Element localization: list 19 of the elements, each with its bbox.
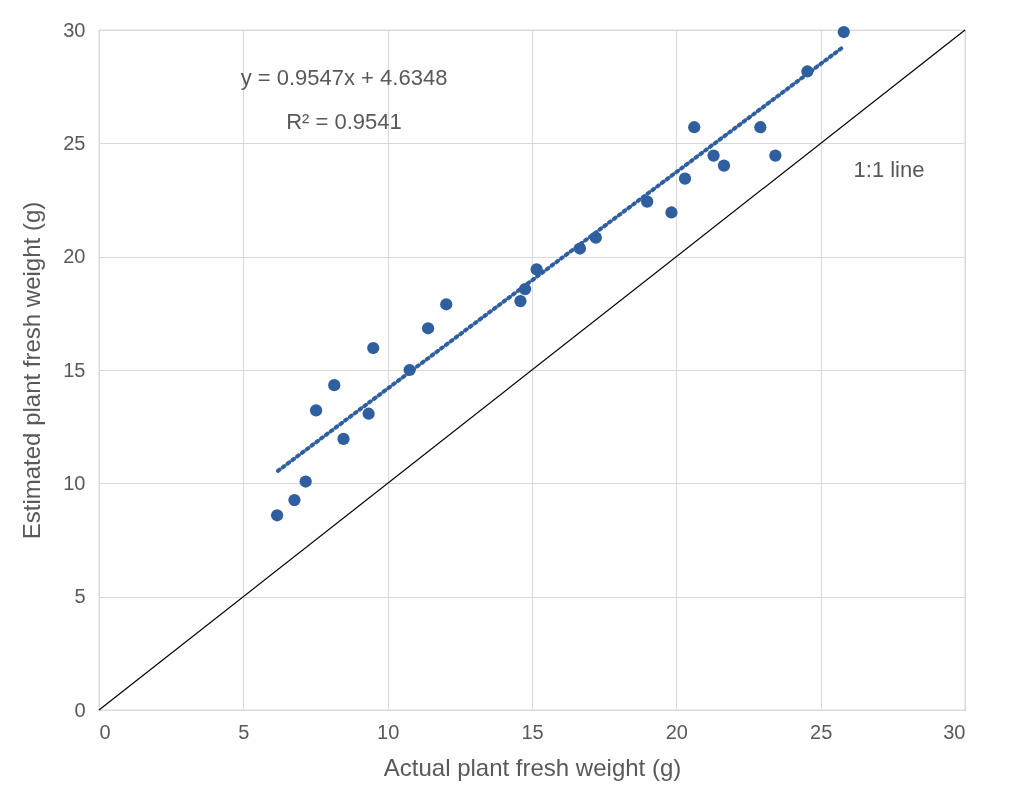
annotation: y = 0.9547x + 4.6348 — [240, 65, 448, 90]
y-tick-label: 10 — [63, 471, 86, 494]
x-tick-label: 0 — [99, 720, 111, 743]
y-tick-label: 25 — [63, 131, 86, 154]
y-axis-title: Estimated plant fresh weight (g) — [18, 201, 46, 540]
y-tick-label: 30 — [63, 18, 86, 41]
annotation: 1:1 line — [853, 157, 925, 182]
x-tick-label: 10 — [377, 720, 400, 743]
x-tick-label: 30 — [943, 720, 966, 743]
x-tick-label: 5 — [238, 720, 250, 743]
annotation: R² = 0.9541 — [286, 109, 402, 134]
x-axis-title: Actual plant fresh weight (g) — [383, 753, 682, 781]
y-tick-label: 20 — [63, 245, 86, 268]
y-tick-label: 0 — [74, 698, 86, 721]
x-tick-label: 25 — [810, 720, 833, 743]
y-tick-label: 15 — [63, 358, 86, 381]
x-tick-label: 15 — [521, 720, 544, 743]
x-tick-label: 20 — [665, 720, 688, 743]
y-tick-label: 5 — [74, 585, 86, 608]
